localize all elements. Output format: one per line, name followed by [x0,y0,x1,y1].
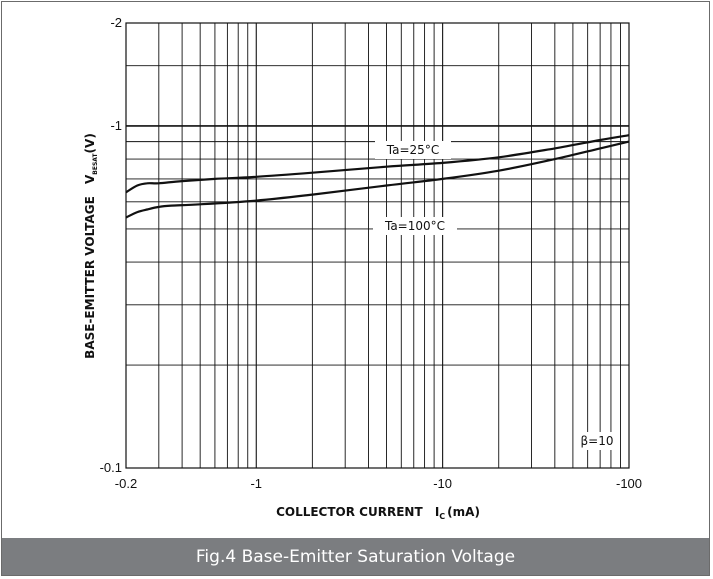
y-tick-label: -1 [110,118,122,133]
x-tick-label: -0.2 [115,476,137,491]
y-tick-label: -0.1 [100,460,122,475]
series-line-ta25 [125,134,630,194]
y-axis-label: BASE-EMITTER VOLTAGE VBESAT(V) [83,133,99,359]
annotation-ta25-bg [375,141,451,159]
x-tick-label: -1 [250,476,262,491]
series-line-ta100 [125,140,630,219]
annotation-ta100: Ta=100°C [384,219,445,233]
y-tick-label: -2 [110,15,122,30]
annotation-beta: β=10 [581,434,614,448]
x-axis-label: COLLECTOR CURRENT IC (mA) [276,505,480,521]
plot-area-border [125,22,630,469]
annotation-ta100-bg [373,217,457,235]
figure-caption: Fig.4 Base-Emitter Saturation Voltage [2,538,709,575]
x-tick-label: -10 [433,476,452,491]
annotation-ta25: Ta=25°C [386,143,439,157]
x-tick-label: -100 [616,476,642,491]
annotation-beta-bg [576,432,618,450]
